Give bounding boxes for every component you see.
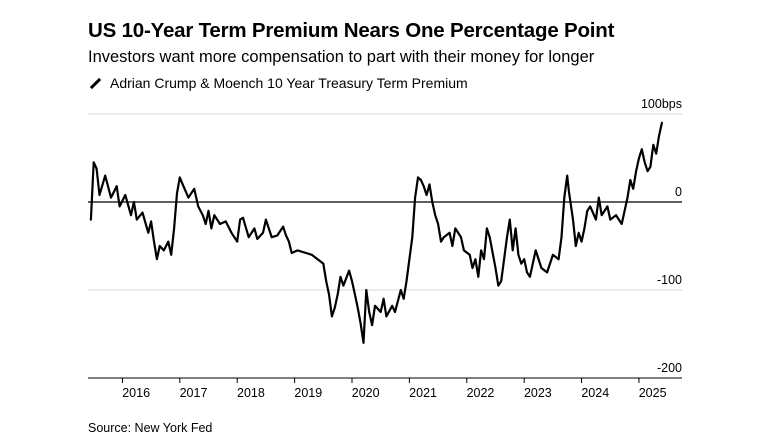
x-tick-label: 2023 [524,386,552,400]
x-tick-label: 2020 [352,386,380,400]
x-tick-label: 2022 [467,386,495,400]
x-tick-label: 2019 [294,386,322,400]
y-tick-label: 0 [675,185,682,199]
y-tick-label: 100bps [641,97,682,111]
source-note: Source: New York Fed [88,421,213,435]
x-tick-label: 2024 [581,386,609,400]
legend-label: Adrian Crump & Moench 10 Year Treasury T… [110,75,468,91]
chart-title: US 10-Year Term Premium Nears One Percen… [88,19,615,42]
x-tick-label: 2017 [180,386,208,400]
y-tick-label: -200 [657,361,682,375]
series-line [89,121,663,344]
chart-subtitle: Investors want more compensation to part… [88,48,595,66]
legend: Adrian Crump & Moench 10 Year Treasury T… [88,75,468,91]
x-tick-label: 2016 [122,386,150,400]
x-tick-label: 2021 [409,386,437,400]
x-tick-label: 2018 [237,386,265,400]
x-tick-label: 2025 [639,386,667,400]
y-tick-label: -100 [657,273,682,287]
